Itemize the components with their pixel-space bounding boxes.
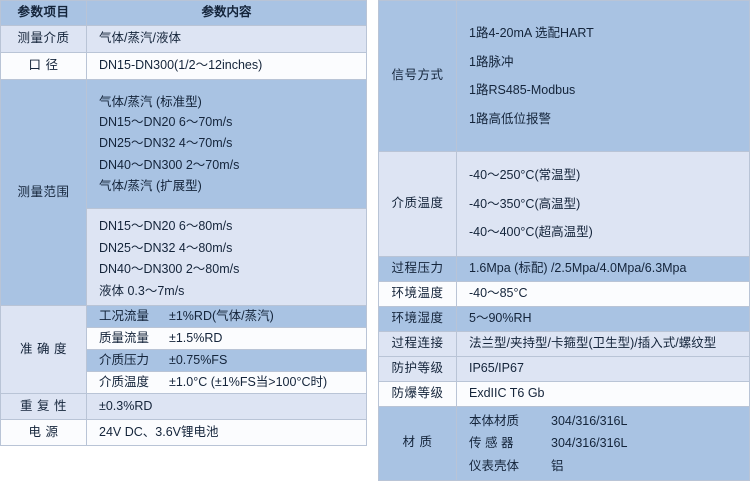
left-spec-table: 参数项目 参数内容 测量介质 气体/蒸汽/液体 口 径 DN15-DN300(1… [0,0,367,447]
table-row: 环境湿度 5～90%RH [378,305,750,332]
table-header-row: 参数项目 参数内容 [0,0,367,26]
row-label-protection-grade: 防护等级 [378,355,457,382]
table-row: 防爆等级 ExdIIC T6 Gb [378,380,750,407]
range-line: 气体/蒸汽 (标准型) [99,95,202,110]
row-value-process-pressure: 1.6Mpa (标配) /2.5Mpa/4.0Mpa/6.3Mpa [456,255,750,282]
accuracy-key: 工况流量 [99,308,150,323]
left-spec-table-wrapper: 参数项目 参数内容 测量介质 气体/蒸汽/液体 口 径 DN15-DN300(1… [0,0,367,447]
accuracy-value: ±1.5%RD [169,330,223,345]
range-line: DN15～DN20 6～80m/s [99,219,233,234]
accuracy-item-medium-pressure: 介质压力 ±0.75%FS [86,349,367,372]
signal-line: 1路RS485-Modbus [469,83,576,97]
range-line: 液体 0.3～7m/s [99,283,185,298]
row-label-caliber: 口 径 [0,52,87,81]
accuracy-value: ±1%RD(气体/蒸汽) [169,308,274,323]
range-line: DN40～DN300 2～70m/s [99,157,240,172]
signal-line: 1路高低位报警 [469,111,551,126]
signal-line: 1路脉冲 [469,54,514,69]
table-row: 口 径 DN15-DN300(1/2～12inches) [0,52,367,81]
material-value: 304/316/316L [551,413,628,428]
table-row: 测量介质 气体/蒸汽/液体 [0,24,367,54]
row-value-explosion-grade: ExdIIC T6 Gb [456,380,750,407]
row-value-medium: 气体/蒸汽/液体 [86,24,367,54]
table-separator-gap [367,0,378,446]
material-item: 仪表壳体 铝 [457,450,749,481]
material-item: 本体材质 304/316/316L [457,407,749,428]
range-line: DN25～DN32 4～80m/s [99,240,233,255]
range-group-standard: 气体/蒸汽 (标准型) DN15～DN20 6～70m/s DN25～DN32 … [86,79,367,210]
accuracy-item-working-flow: 工况流量 ±1%RD(气体/蒸汽) [86,305,367,329]
row-label-signal-type: 信号方式 [378,0,457,152]
material-item: 传 感 器 304/316/316L [457,427,749,450]
material-key: 本体材质 [469,413,520,428]
table-row-signal: 信号方式 1路4-20mA 选配HART 1路脉冲 1路RS485-Modbus… [378,0,750,152]
range-line: DN40～DN300 2～80m/s [99,262,240,277]
row-value-power: 24V DC、3.6V锂电池 [86,418,367,447]
table-row: 电 源 24V DC、3.6V锂电池 [0,418,367,447]
material-values: 本体材质 304/316/316L 传 感 器 304/316/316L 仪表壳体 铝 [456,405,750,481]
row-label-explosion-grade: 防爆等级 [378,380,457,407]
row-value-protection-grade: IP65/IP67 [456,355,750,382]
medium-temp-line: -40～250°C(常温型) [469,168,581,182]
row-value-ambient-humidity: 5～90%RH [456,305,750,332]
row-label-repeatability: 重 复 性 [0,392,87,420]
range-line: DN25～DN32 4～70m/s [99,136,233,151]
table-row: 过程连接 法兰型/夹持型/卡箍型(卫生型)/插入式/螺纹型 [378,330,750,357]
accuracy-item-mass-flow: 质量流量 ±1.5%RD [86,327,367,351]
material-key: 仪表壳体 [469,458,520,473]
accuracy-value: ±1.0°C (±1%FS当>100°C时) [169,374,328,389]
range-group-extended: DN15～DN20 6～80m/s DN25～DN32 4～80m/s DN40… [86,208,367,307]
table-row: 过程压力 1.6Mpa (标配) /2.5Mpa/4.0Mpa/6.3Mpa [378,255,750,282]
signal-line: 1路4-20mA 选配HART [469,26,594,40]
material-value: 铝 [551,458,564,473]
table-row: 重 复 性 ±0.3%RD [0,392,367,420]
range-line: DN15～DN20 6～70m/s [99,114,233,129]
accuracy-key: 介质压力 [99,352,150,367]
medium-temp-line: -40～350°C(高温型) [469,196,581,211]
table-row: 介质温度 ±1.0°C (±1%FS当>100°C时) [1,370,367,394]
row-label-medium-temperature: 介质温度 [378,151,457,257]
row-label-measuring-range: 测量范围 [0,79,87,307]
table-row: 环境温度 -40～85°C [378,280,750,307]
row-label-process-pressure: 过程压力 [378,255,457,282]
row-label-process-connection: 过程连接 [378,330,457,357]
row-value-repeatability: ±0.3%RD [86,392,367,420]
row-value-caliber: DN15-DN300(1/2～12inches) [86,52,367,81]
accuracy-value: ±0.75%FS [169,352,228,367]
row-label-material: 材 质 [378,405,457,481]
range-line: 气体/蒸汽 (扩展型) [99,179,202,194]
row-label-power: 电 源 [0,418,87,447]
table-row: 准 确 度 工况流量 ±1%RD(气体/蒸汽) [0,305,367,394]
table-row: 质量流量 ±1.5%RD [1,327,367,351]
material-key: 传 感 器 [469,436,514,450]
right-spec-table-wrapper: 信号方式 1路4-20mA 选配HART 1路脉冲 1路RS485-Modbus… [378,0,750,481]
medium-temperature-values: -40～250°C(常温型) -40～350°C(高温型) -40～400°C(… [456,151,750,257]
signal-type-values: 1路4-20mA 选配HART 1路脉冲 1路RS485-Modbus 1路高低… [456,0,750,152]
accuracy-key: 介质温度 [99,374,150,389]
accuracy-key: 质量流量 [99,330,150,345]
header-parameter-item: 参数项目 [0,0,87,26]
right-spec-table: 信号方式 1路4-20mA 选配HART 1路脉冲 1路RS485-Modbus… [378,0,750,481]
table-row: 防护等级 IP65/IP67 [378,355,750,382]
table-row-range-a: 测量范围 气体/蒸汽 (标准型) DN15～DN20 6～70m/s DN25～… [0,79,367,307]
row-value-process-connection: 法兰型/夹持型/卡箍型(卫生型)/插入式/螺纹型 [456,330,750,357]
row-value-ambient-temperature: -40～85°C [456,280,750,307]
table-row-medium-temp: 介质温度 -40～250°C(常温型) -40～350°C(高温型) -40～4… [378,151,750,257]
header-parameter-content: 参数内容 [86,0,367,26]
accuracy-item-medium-temperature: 介质温度 ±1.0°C (±1%FS当>100°C时) [86,370,367,394]
row-label-accuracy: 准 确 度 [0,305,87,394]
material-value: 304/316/316L [551,436,628,450]
row-label-ambient-temperature: 环境温度 [378,280,457,307]
table-row: 介质压力 ±0.75%FS [1,349,367,372]
table-row-material: 材 质 本体材质 304/316/316L 传 感 器 304/316/316L 仪… [378,405,750,481]
medium-temp-line: -40～400°C(超高温型) [469,225,593,239]
table-row-range-b: DN15～DN20 6～80m/s DN25～DN32 4～80m/s DN40… [1,208,367,307]
row-label-ambient-humidity: 环境湿度 [378,305,457,332]
row-label-medium: 测量介质 [0,24,87,54]
